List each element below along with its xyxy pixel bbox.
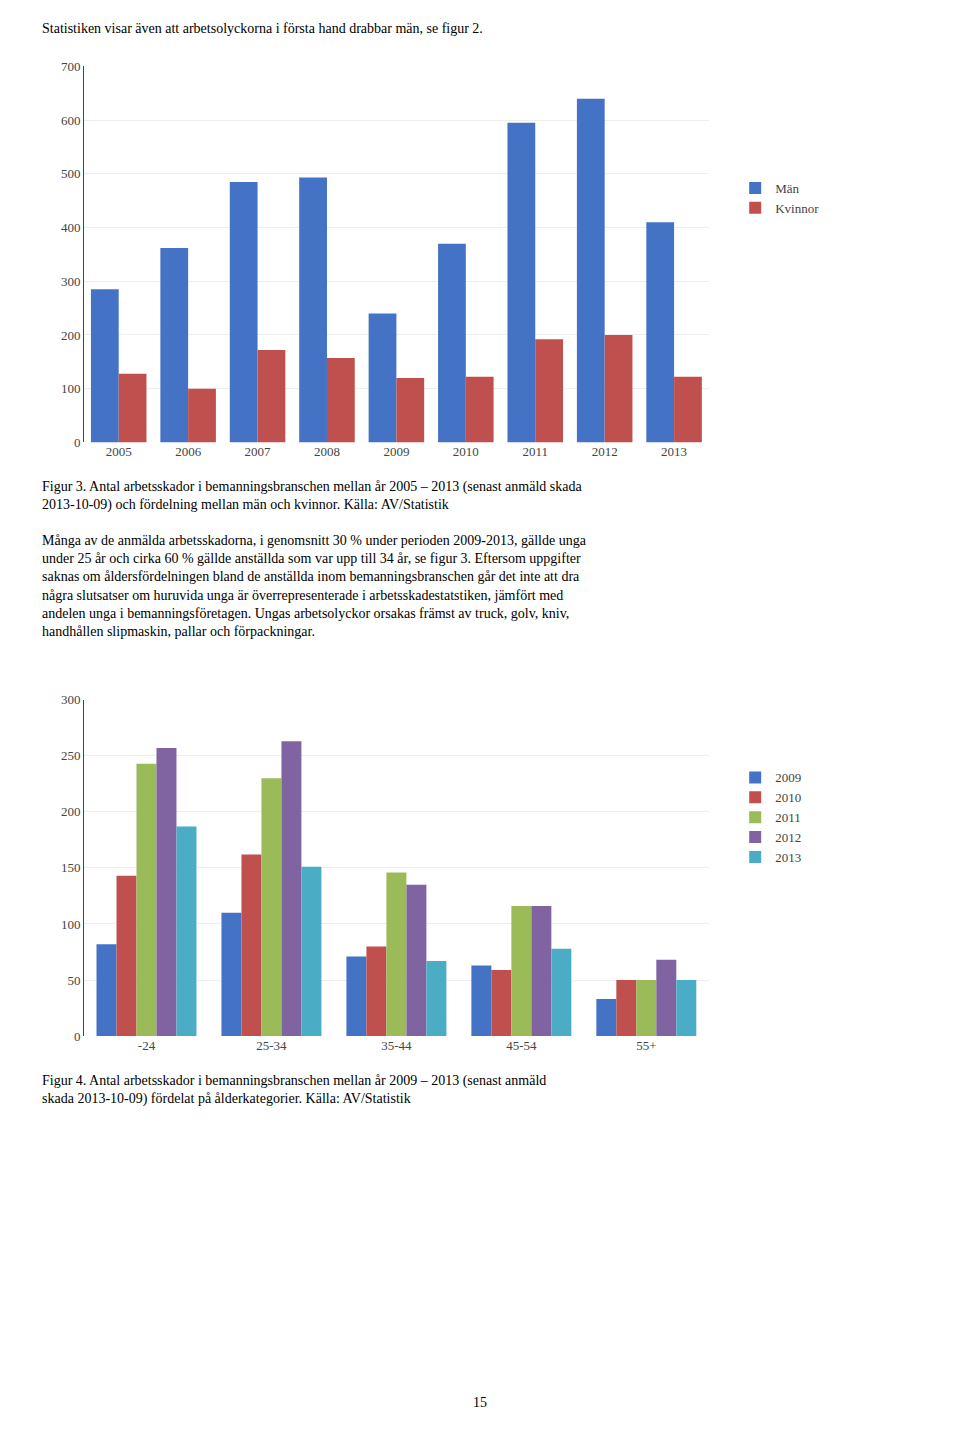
svg-text:600: 600 [61, 113, 81, 128]
svg-text:250: 250 [61, 748, 81, 763]
svg-text:55+: 55+ [636, 1038, 656, 1053]
svg-text:2007: 2007 [245, 444, 272, 459]
svg-text:Kvinnor: Kvinnor [775, 201, 819, 216]
svg-text:Figur 4. Antal arbetsskador i: Figur 4. Antal arbetsskador i bemannings… [42, 1073, 546, 1107]
svg-text:300: 300 [61, 692, 81, 707]
svg-text:150: 150 [61, 860, 81, 875]
svg-text:2012: 2012 [775, 830, 801, 845]
svg-text:200: 200 [61, 328, 81, 343]
svg-text:500: 500 [61, 166, 81, 181]
svg-text:0: 0 [74, 1029, 81, 1044]
svg-text:Figur 3. Antal arbetsskador i: Figur 3. Antal arbetsskador i bemannings… [42, 479, 582, 513]
svg-text:2010: 2010 [453, 444, 479, 459]
svg-text:15: 15 [473, 1395, 487, 1410]
svg-text:400: 400 [61, 220, 81, 235]
svg-text:Statistiken visar även att arb: Statistiken visar även att arbetsolyckor… [42, 21, 483, 36]
svg-text:0: 0 [74, 435, 81, 450]
svg-text:2006: 2006 [175, 444, 202, 459]
svg-text:2011: 2011 [522, 444, 548, 459]
svg-text:700: 700 [61, 59, 81, 74]
svg-text:2009: 2009 [383, 444, 409, 459]
svg-text:2012: 2012 [592, 444, 618, 459]
svg-text:2013: 2013 [775, 850, 801, 865]
svg-text:2013: 2013 [661, 444, 687, 459]
svg-text:Många av de anmälda arbetsskad: Många av de anmälda arbetsskadorna, i ge… [42, 533, 587, 639]
svg-text:-24: -24 [138, 1038, 156, 1053]
svg-text:2011: 2011 [775, 810, 801, 825]
svg-text:2009: 2009 [775, 770, 801, 785]
svg-text:45-54: 45-54 [506, 1038, 537, 1053]
svg-text:2005: 2005 [106, 444, 132, 459]
svg-text:35-44: 35-44 [381, 1038, 412, 1053]
svg-text:2010: 2010 [775, 790, 801, 805]
svg-text:300: 300 [61, 274, 81, 289]
svg-text:Män: Män [775, 181, 799, 196]
svg-text:50: 50 [67, 973, 80, 988]
svg-text:100: 100 [61, 381, 81, 396]
svg-text:100: 100 [61, 917, 81, 932]
svg-text:200: 200 [61, 804, 81, 819]
svg-text:25-34: 25-34 [256, 1038, 287, 1053]
svg-text:2008: 2008 [314, 444, 340, 459]
